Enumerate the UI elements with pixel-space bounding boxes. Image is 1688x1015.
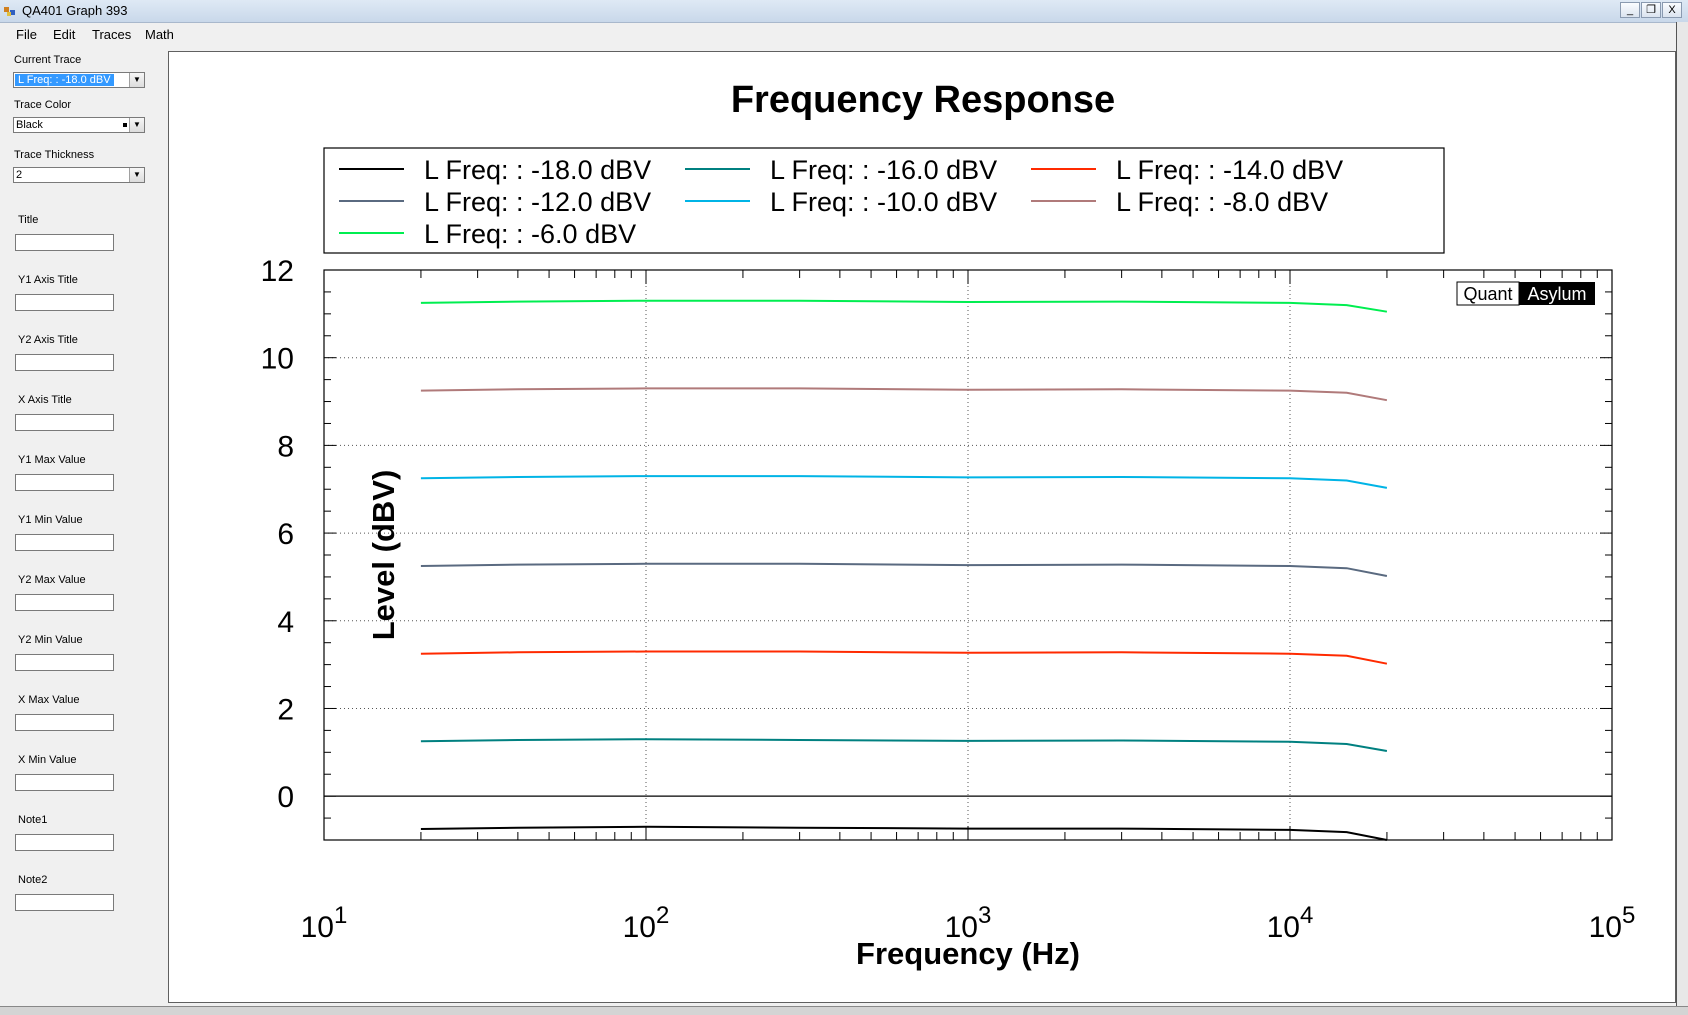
- chart-title: Frequency Response: [731, 79, 1115, 121]
- legend: L Freq: : -18.0 dBV L Freq: : -16.0 dBV L …: [339, 155, 1343, 249]
- series-line: [420, 738, 1388, 752]
- frequency-response-chart[interactable]: Frequency Response L Freq: : -18.0 dBV L …: [169, 52, 1675, 1002]
- y2-axis-title-label: Y2 Axis Title: [18, 334, 78, 346]
- x-tick-label: 104: [1267, 902, 1314, 944]
- y-tick-label: 8: [277, 430, 294, 463]
- y1-min-value-field[interactable]: [15, 534, 114, 551]
- legend-box: [323, 147, 1445, 254]
- axis-ticks: [323, 269, 1612, 841]
- x-tick-label: 105: [1589, 902, 1636, 944]
- y1-max-value-label: Y1 Max Value: [18, 454, 86, 466]
- y-tick-label: 12: [261, 255, 294, 288]
- series-lines: [420, 299, 1388, 841]
- series-line: [420, 475, 1388, 489]
- trace-color-value: Black: [16, 119, 43, 131]
- watermark-asylum-box: [1519, 282, 1595, 305]
- x-tick-label: 101: [301, 902, 348, 944]
- x-axis-title-field[interactable]: [15, 414, 114, 431]
- grid: [324, 270, 1612, 840]
- minimize-button[interactable]: _: [1620, 2, 1640, 18]
- note1-label: Note1: [18, 814, 48, 826]
- legend-label: L Freq: : -6.0 dBV: [424, 219, 636, 249]
- y-axis-label: Level (dBV): [366, 470, 401, 641]
- taskbar: [0, 1006, 1688, 1015]
- y-tick-labels: 0 2 4 6 8 10 12: [261, 255, 294, 814]
- menu-traces[interactable]: Traces: [92, 27, 132, 42]
- restore-button[interactable]: ❐: [1641, 2, 1661, 18]
- x-tick-labels: 101 102 103 104 105: [301, 902, 1636, 944]
- menu-math[interactable]: Math: [145, 27, 174, 42]
- y2-axis-title-field[interactable]: [15, 354, 114, 371]
- note1-field[interactable]: [15, 834, 114, 851]
- y2-min-value-label: Y2 Min Value: [18, 634, 83, 646]
- x-tick-label: 102: [623, 902, 670, 944]
- y-tick-label: 2: [277, 693, 294, 726]
- series-line: [420, 562, 1388, 577]
- background-window-edge: [1676, 22, 1688, 1007]
- note2-label: Note2: [18, 874, 48, 886]
- series-line: [420, 650, 1388, 665]
- x-max-value-label: X Max Value: [18, 694, 80, 706]
- y-tick-label: 4: [277, 606, 294, 639]
- note2-field[interactable]: [15, 894, 114, 911]
- chevron-down-icon[interactable]: ▼: [129, 168, 144, 182]
- y2-max-value-label: Y2 Max Value: [18, 574, 86, 586]
- current-trace-select[interactable]: L Freq: : -18.0 dBV ▼: [13, 72, 145, 88]
- y-tick-label: 0: [277, 781, 294, 814]
- menu-edit[interactable]: Edit: [53, 27, 76, 42]
- series-line: [420, 387, 1388, 402]
- menu-file[interactable]: File: [16, 27, 37, 42]
- y2-min-value-field[interactable]: [15, 654, 114, 671]
- color-swatch-icon: [123, 123, 127, 127]
- y1-max-value-field[interactable]: [15, 474, 114, 491]
- app-icon: [4, 7, 15, 16]
- legend-label: L Freq: : -16.0 dBV: [770, 155, 997, 185]
- series-line: [420, 825, 1388, 841]
- legend-label: L Freq: : -14.0 dBV: [1116, 155, 1343, 185]
- x-min-value-label: X Min Value: [18, 754, 77, 766]
- y1-axis-title-field[interactable]: [15, 294, 114, 311]
- legend-label: L Freq: : -18.0 dBV: [424, 155, 651, 185]
- trace-thickness-label: Trace Thickness: [14, 149, 95, 161]
- y1-axis-title-label: Y1 Axis Title: [18, 274, 78, 286]
- title-field-label: Title: [18, 214, 39, 226]
- watermark-asylum: Asylum: [1527, 284, 1586, 304]
- y1-min-value-label: Y1 Min Value: [18, 514, 83, 526]
- close-button[interactable]: X: [1662, 2, 1682, 18]
- chevron-down-icon[interactable]: ▼: [129, 73, 144, 87]
- x-min-value-field[interactable]: [15, 774, 114, 791]
- series-line: [420, 299, 1388, 313]
- x-max-value-field[interactable]: [15, 714, 114, 731]
- legend-label: L Freq: : -8.0 dBV: [1116, 187, 1328, 217]
- x-axis-title-label: X Axis Title: [18, 394, 72, 406]
- x-axis-label: Frequency (Hz): [856, 936, 1080, 971]
- window-title: QA401 Graph 393: [22, 3, 128, 18]
- title-field[interactable]: [15, 234, 114, 251]
- trace-color-label: Trace Color: [14, 99, 72, 111]
- graph-panel: Frequency Response L Freq: : -18.0 dBV L …: [168, 51, 1676, 1003]
- y-tick-label: 6: [277, 518, 294, 551]
- y-tick-label: 10: [261, 343, 294, 376]
- x-tick-label: 103: [945, 902, 992, 944]
- trace-thickness-value: 2: [16, 169, 23, 181]
- current-trace-label: Current Trace: [14, 54, 82, 66]
- chevron-down-icon[interactable]: ▼: [129, 118, 144, 132]
- y2-max-value-field[interactable]: [15, 594, 114, 611]
- legend-label: L Freq: : -10.0 dBV: [770, 187, 997, 217]
- title-bar: QA401 Graph 393 _ ❐ X: [0, 0, 1688, 23]
- watermark-quant: Quant: [1463, 284, 1512, 304]
- trace-thickness-select[interactable]: 2 ▼: [13, 167, 145, 183]
- current-trace-value: L Freq: : -18.0 dBV: [15, 74, 114, 86]
- menu-bar: File Edit Traces Math: [0, 23, 1688, 45]
- legend-label: L Freq: : -12.0 dBV: [424, 187, 651, 217]
- trace-color-select[interactable]: Black ▼: [13, 117, 145, 133]
